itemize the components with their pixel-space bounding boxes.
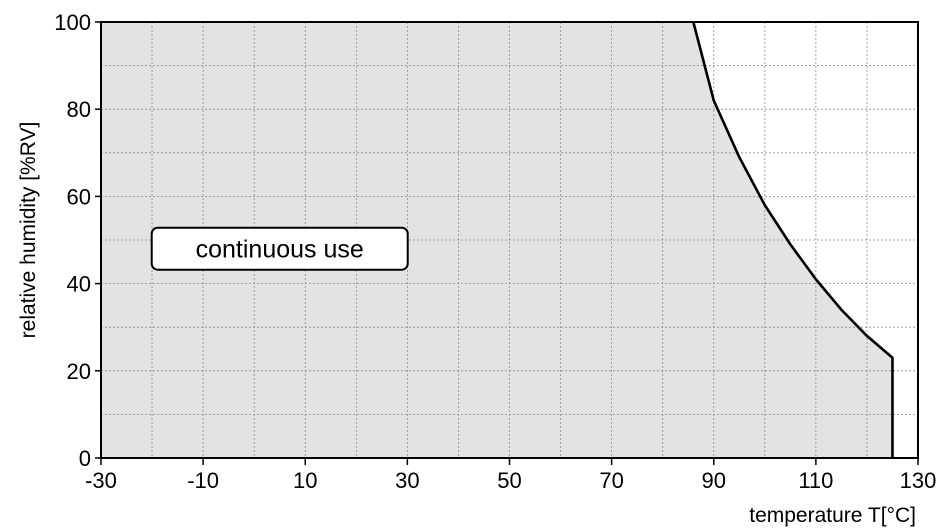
x-tick-label: -10 bbox=[187, 468, 219, 493]
annotation-text: continuous use bbox=[196, 236, 364, 264]
y-axis-label: relative humidity [%RV] bbox=[17, 122, 40, 339]
x-tick-label: 70 bbox=[599, 468, 623, 493]
x-axis-ticks: -30 -10 10 30 50 70 90 110 130 bbox=[85, 458, 936, 493]
x-tick-label: 110 bbox=[798, 468, 833, 493]
grid bbox=[101, 22, 918, 458]
operating-region bbox=[101, 22, 893, 458]
annotations: continuous use bbox=[150, 226, 409, 271]
x-tick-label: 90 bbox=[702, 468, 726, 493]
boundary-curve bbox=[692, 21, 894, 458]
y-tick-label: 80 bbox=[67, 97, 91, 122]
x-tick-label: -30 bbox=[85, 468, 117, 493]
x-axis-label: temperature T[°C] bbox=[749, 504, 916, 527]
x-tick-label: 50 bbox=[497, 468, 521, 493]
y-tick-label: 100 bbox=[54, 10, 91, 35]
x-tick-label: 30 bbox=[395, 468, 419, 493]
y-tick-label: 0 bbox=[79, 446, 91, 471]
y-axis-ticks: 0 20 40 60 80 100 bbox=[54, 10, 101, 471]
y-tick-label: 60 bbox=[67, 184, 91, 209]
continuous-use-region bbox=[101, 22, 893, 458]
y-tick-label: 20 bbox=[67, 359, 91, 384]
annotation-box bbox=[150, 226, 409, 271]
annotation-continuous-use: continuous use bbox=[150, 226, 409, 271]
y-tick-label: 40 bbox=[67, 272, 91, 297]
x-tick-label: 130 bbox=[900, 468, 937, 493]
boundary-line bbox=[692, 21, 894, 458]
x-tick-label: 10 bbox=[293, 468, 317, 493]
